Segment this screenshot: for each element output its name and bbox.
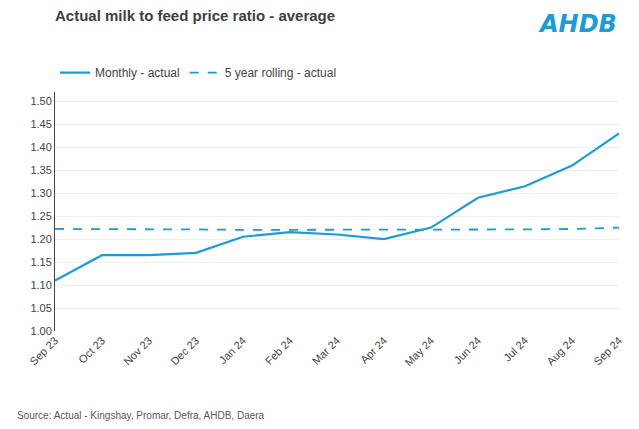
svg-text:Sep 23: Sep 23	[27, 334, 60, 367]
svg-text:1.30: 1.30	[30, 187, 51, 199]
svg-text:Sep 24: Sep 24	[591, 334, 624, 367]
svg-text:1.05: 1.05	[30, 302, 51, 314]
svg-text:Dec 23: Dec 23	[168, 334, 201, 367]
svg-text:1.00: 1.00	[30, 325, 51, 337]
svg-text:Feb 24: Feb 24	[263, 334, 296, 367]
svg-text:5 year rolling - actual: 5 year rolling - actual	[225, 66, 336, 80]
svg-text:Source: Actual - Kingshay, Pro: Source: Actual - Kingshay, Promar, Defra…	[17, 410, 265, 421]
svg-text:1.15: 1.15	[30, 256, 51, 268]
svg-text:1.40: 1.40	[30, 141, 51, 153]
svg-text:Nov 23: Nov 23	[121, 334, 154, 367]
svg-text:1.45: 1.45	[30, 118, 51, 130]
svg-text:AHDB: AHDB	[538, 10, 617, 38]
svg-text:1.35: 1.35	[30, 164, 51, 176]
svg-text:Aug 24: Aug 24	[544, 334, 577, 367]
svg-text:Jan 24: Jan 24	[216, 334, 248, 366]
svg-text:May 24: May 24	[402, 334, 436, 368]
svg-text:Jun 24: Jun 24	[451, 334, 483, 366]
svg-text:1.20: 1.20	[30, 233, 51, 245]
svg-text:Mar 24: Mar 24	[310, 334, 343, 367]
svg-text:Jul 24: Jul 24	[501, 334, 530, 363]
svg-text:Oct 23: Oct 23	[76, 334, 107, 365]
svg-text:1.50: 1.50	[30, 95, 51, 107]
svg-text:Monthly - actual: Monthly - actual	[95, 66, 180, 80]
svg-text:1.10: 1.10	[30, 279, 51, 291]
svg-text:Apr 24: Apr 24	[358, 334, 389, 365]
svg-text:1.25: 1.25	[30, 210, 51, 222]
svg-text:Actual milk to feed price rati: Actual milk to feed price ratio - averag…	[55, 7, 335, 24]
